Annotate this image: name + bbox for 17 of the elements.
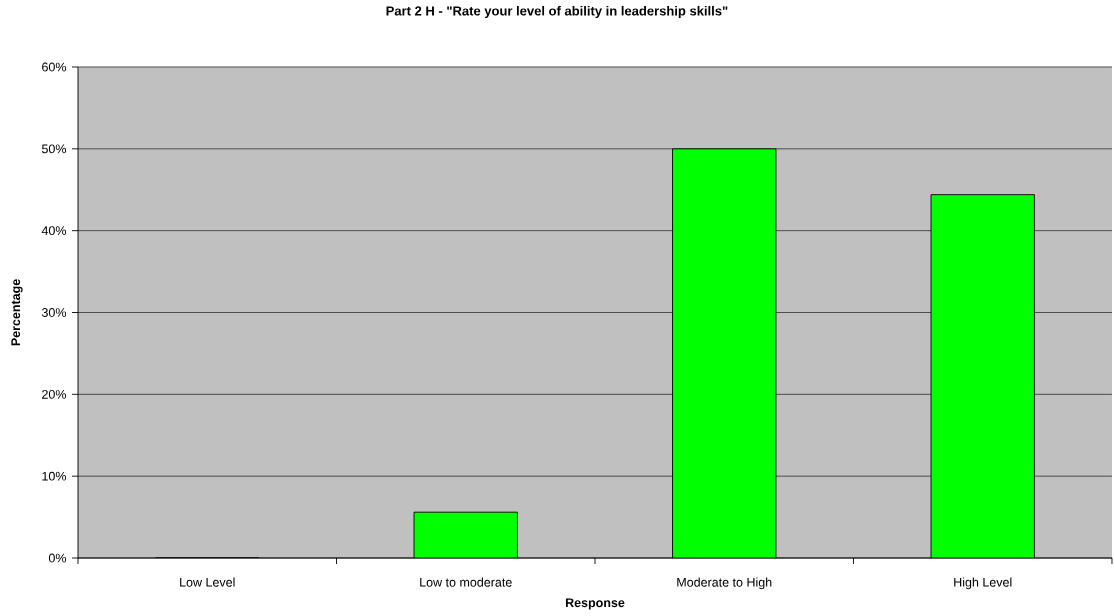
bar: [930, 194, 1035, 558]
x-tick-label: Low Level: [180, 577, 235, 587]
y-tick-label: 10%: [42, 471, 67, 481]
y-tick-label: 60%: [42, 62, 67, 72]
y-axis-title: Percentage: [11, 279, 23, 346]
y-tick-label: 20%: [42, 389, 67, 399]
y-tick-label: 0%: [48, 553, 67, 563]
bar: [414, 512, 518, 558]
x-tick-label: Moderate to High: [677, 577, 772, 590]
bar: [672, 148, 776, 558]
y-tick-label: 30%: [41, 308, 67, 317]
x-axis-title: Response: [565, 598, 625, 610]
chart-title: Part 2 H - "Rate your level of ability in leadership skills": [386, 5, 728, 19]
y-tick-label: 40%: [41, 226, 67, 236]
y-tick-label: 50%: [41, 144, 67, 154]
x-tick-label: High Level: [954, 577, 1012, 590]
x-tick-label: Low to moderate: [420, 577, 512, 587]
